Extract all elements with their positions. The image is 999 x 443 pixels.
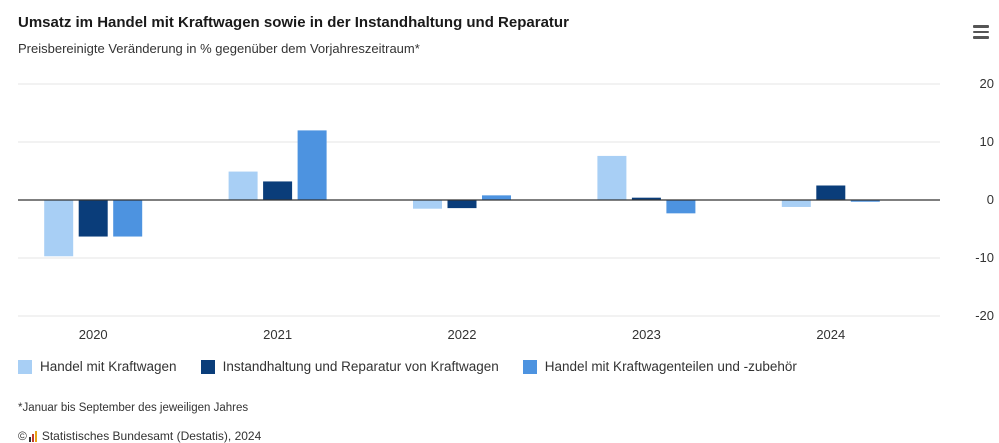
bar <box>413 200 442 209</box>
source-line: © Statistisches Bundesamt (Destatis), 20… <box>18 429 261 443</box>
y-axis-ticks: 20 10 0 -10 -20 <box>975 76 994 323</box>
x-axis-ticks: 2020 2021 2022 2023 2024 <box>79 327 846 342</box>
bar <box>228 171 258 200</box>
chart-title: Umsatz im Handel mit Kraftwagen sowie in… <box>18 14 569 31</box>
bar <box>78 200 108 237</box>
bar <box>113 200 143 237</box>
footnote: *Januar bis September des jeweiligen Jah… <box>18 402 249 414</box>
bar <box>44 200 74 257</box>
chart-subtitle: Preisbereinigte Veränderung in % gegenüb… <box>18 41 420 56</box>
destatis-logo-icon <box>28 430 38 442</box>
hamburger-menu-icon[interactable] <box>973 25 989 39</box>
bars <box>44 130 880 257</box>
x-tick-label: 2020 <box>79 327 108 342</box>
source-text: Statistisches Bundesamt (Destatis), 2024 <box>41 429 262 443</box>
x-tick-label: 2022 <box>448 327 477 342</box>
bar <box>482 195 511 200</box>
legend-label: Instandhaltung und Reparatur von Kraftwa… <box>222 359 499 374</box>
bar <box>631 197 661 200</box>
bar <box>263 181 293 200</box>
bar-chart: 20 10 0 -10 -20 2020 2021 2022 2023 2024 <box>18 76 994 342</box>
y-tick-label: 10 <box>980 134 994 149</box>
bar <box>597 155 627 200</box>
bar <box>781 200 811 207</box>
legend-label: Handel mit Kraftwagenteilen und -zubehör <box>544 359 797 374</box>
legend-swatch <box>522 359 537 374</box>
legend-item[interactable]: Handel mit Kraftwagen <box>18 359 177 374</box>
legend: Handel mit Kraftwagen Instandhaltung und … <box>18 359 821 374</box>
bar <box>297 130 327 200</box>
y-tick-label: -10 <box>975 250 994 265</box>
x-tick-label: 2021 <box>263 327 292 342</box>
y-tick-label: -20 <box>975 308 994 323</box>
bar <box>850 200 880 202</box>
y-tick-label: 20 <box>980 76 994 91</box>
copyright-symbol: © <box>18 429 27 443</box>
bar <box>816 185 846 200</box>
x-tick-label: 2023 <box>632 327 661 342</box>
legend-label: Handel mit Kraftwagen <box>40 359 177 374</box>
legend-item[interactable]: Handel mit Kraftwagenteilen und -zubehör <box>522 359 797 374</box>
x-tick-label: 2024 <box>816 327 845 342</box>
legend-swatch <box>200 359 215 374</box>
y-tick-label: 0 <box>987 192 994 207</box>
legend-item[interactable]: Instandhaltung und Reparatur von Kraftwa… <box>200 359 499 374</box>
bar <box>447 200 477 209</box>
grid-lines <box>18 83 940 317</box>
legend-swatch <box>18 359 32 374</box>
bar <box>666 200 696 214</box>
